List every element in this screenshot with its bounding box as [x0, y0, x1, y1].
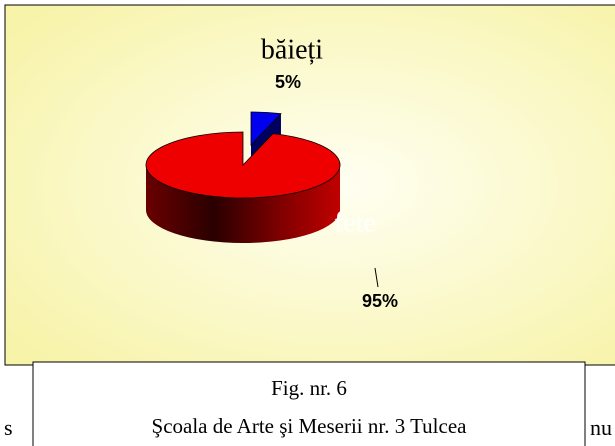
leader-line — [374, 267, 379, 288]
value-label: 95% — [362, 291, 398, 311]
pie — [145, 111, 341, 243]
slice-label: băieți — [261, 34, 323, 65]
value-label: 5% — [275, 72, 301, 92]
slice — [250, 111, 282, 146]
caption: Fig. nr. 6 — [271, 376, 347, 400]
slice-label: fete — [334, 207, 376, 238]
caption: Şcoala de Arte şi Meserii nr. 3 Tulcea — [152, 414, 468, 438]
slice-side — [146, 165, 340, 243]
page-text: s — [4, 415, 13, 440]
page-text: nu — [590, 415, 612, 440]
slice — [145, 131, 341, 199]
caption-box — [32, 361, 586, 446]
